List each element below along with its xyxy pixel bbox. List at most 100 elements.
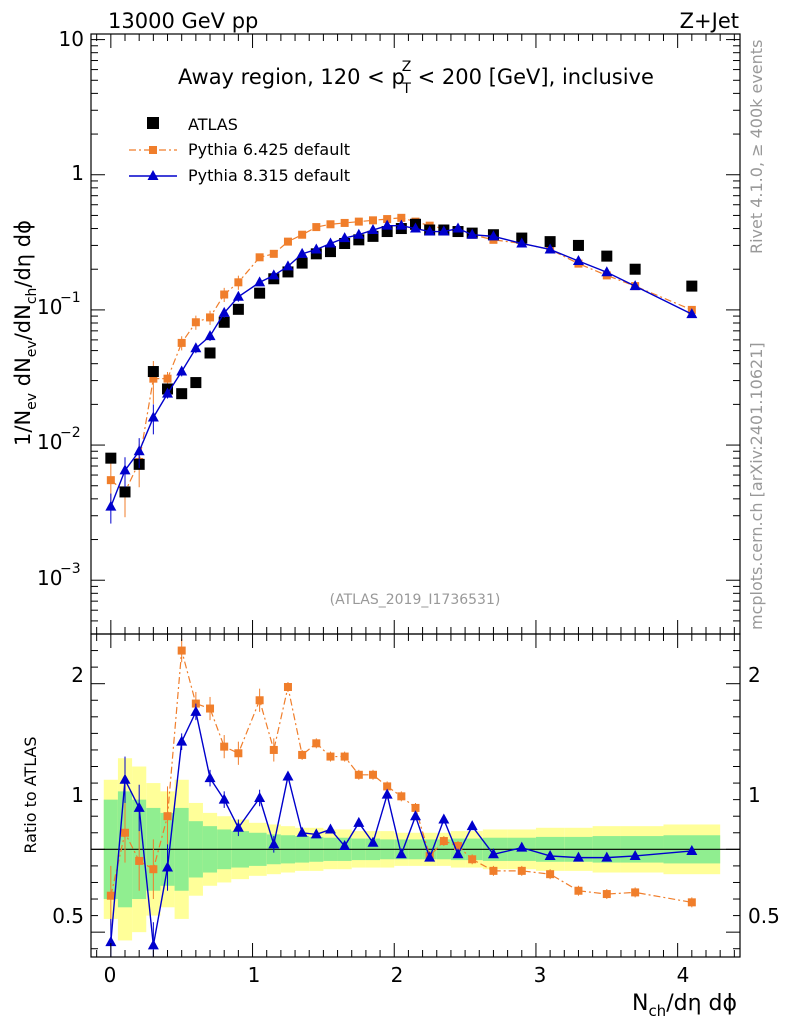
x-tick-label-2: 2: [391, 963, 404, 987]
atlas-main-point: [147, 366, 159, 378]
py8-main-point: [424, 225, 436, 236]
py8-main-point: [232, 290, 244, 301]
py6-ratio-point: [106, 891, 115, 900]
ratio-y-axis-label: Ratio to ATLAS: [21, 736, 40, 853]
ratio-tick-label-2: 2: [71, 663, 84, 687]
svg-text:10: 10: [37, 430, 62, 454]
py6-ratio-point: [220, 742, 229, 751]
py8-main-point: [487, 230, 499, 241]
py6-ratio-point: [177, 646, 186, 655]
py6-ratio-point: [546, 870, 555, 879]
py8-main-point: [119, 464, 131, 475]
py8-main-point: [438, 225, 450, 236]
py6-main-point: [298, 230, 307, 239]
py8-main-point: [176, 365, 188, 376]
py6-ratio-point: [411, 803, 420, 812]
plot-title: Away region, 120 < pZ T < 200 [GeV], incl…: [178, 59, 654, 97]
svg-text:10: 10: [37, 566, 62, 590]
py8-ratio-point: [119, 773, 131, 784]
py8-main-point: [105, 500, 117, 511]
py6-ratio-point: [574, 886, 583, 895]
py6-ratio-point: [468, 855, 477, 864]
py8-ratio-point: [438, 813, 450, 824]
py8-main-point: [310, 243, 322, 254]
py6-main-point: [149, 374, 158, 383]
py6-ratio-point: [326, 752, 335, 761]
svg-text:−2: −2: [60, 425, 81, 441]
py6-main-point: [269, 249, 278, 258]
py8-main-point: [162, 387, 174, 398]
py6-ratio-point: [298, 750, 307, 759]
py6-ratio-point: [312, 739, 321, 748]
py6-main-point: [340, 218, 349, 227]
atlas-main-point: [204, 347, 216, 359]
atlas-main-point: [572, 239, 584, 251]
py8-main-point: [254, 276, 266, 287]
py6-ratio-point: [354, 770, 363, 779]
py8-main-point: [296, 247, 308, 258]
py8-ratio-point: [232, 821, 244, 832]
py6-main-point: [234, 278, 243, 287]
y-tick-label-one: 1: [71, 161, 84, 185]
py8-ratio-point: [254, 791, 266, 802]
atlas-main-point: [686, 280, 698, 292]
py6-main-point: [312, 223, 321, 232]
py6-ratio-point: [135, 856, 144, 865]
py8-ratio-point: [190, 705, 202, 716]
py6-ratio-point: [383, 782, 392, 791]
py8-main-point: [516, 237, 528, 248]
py8-ratio-point: [381, 788, 393, 799]
py8-main-point: [544, 243, 556, 254]
py6-main-point: [106, 476, 115, 485]
py8-ratio-point: [296, 826, 308, 837]
py8-main-point: [268, 269, 280, 280]
atlas-main-point: [296, 257, 308, 269]
py8-ratio-point: [204, 772, 216, 783]
py8-main-point: [381, 219, 393, 230]
x-tick-label-1: 1: [248, 963, 261, 987]
py8-ratio-point: [324, 823, 336, 834]
py8-main-point: [204, 330, 216, 341]
ratio-plot: [91, 638, 740, 957]
py6-ratio-point: [397, 792, 406, 801]
py8-ratio-point: [487, 848, 499, 859]
py6-main-point: [191, 318, 200, 327]
atlas-main-point: [232, 303, 244, 315]
py6-main-point: [368, 216, 377, 225]
atlas-main-point: [310, 248, 322, 260]
main-y-axis-label: 1/Nev dNev/dNch/dη dϕ: [11, 220, 40, 446]
py8-main-point: [282, 260, 294, 271]
side-label-mcplots: mcplots.cern.ch [arXiv:2401.10621]: [747, 342, 766, 630]
py6-ratio-point: [206, 704, 215, 713]
py8-main-point: [367, 224, 379, 235]
atlas-main-point: [544, 236, 556, 248]
py8-ratio-point: [310, 828, 322, 839]
py6-main-point: [163, 374, 172, 383]
py6-ratio-point: [269, 745, 278, 754]
py6-main-point: [220, 290, 229, 299]
ratio-tick-label-1: 1: [71, 783, 84, 807]
py8-ratio-point: [147, 939, 159, 950]
atlas-main-point: [176, 388, 188, 400]
svg-text:10: 10: [37, 295, 62, 319]
ratio-plot-frame: [90, 633, 741, 958]
legend-marker-py8: [147, 170, 159, 180]
py6-main-point: [283, 237, 292, 246]
py8-main-point: [601, 266, 613, 277]
header-right: Z+Jet: [680, 9, 739, 33]
py6-ratio-point: [439, 837, 448, 846]
ratio-ticks: [91, 634, 740, 957]
py6-ratio-point: [631, 888, 640, 897]
py8-ratio-point: [105, 936, 117, 947]
py8-main-point: [147, 411, 159, 422]
atlas-main-point: [282, 266, 294, 278]
legend-label-atlas: ATLAS: [188, 115, 238, 134]
py6-main-point: [354, 217, 363, 226]
atlas-main-point: [339, 237, 351, 249]
svg-text:−1: −1: [60, 290, 81, 306]
py8-main-point: [339, 232, 351, 243]
py8-main-point: [466, 228, 478, 239]
py8-ratio-point: [629, 849, 641, 860]
legend-marker-py6: [149, 146, 157, 154]
